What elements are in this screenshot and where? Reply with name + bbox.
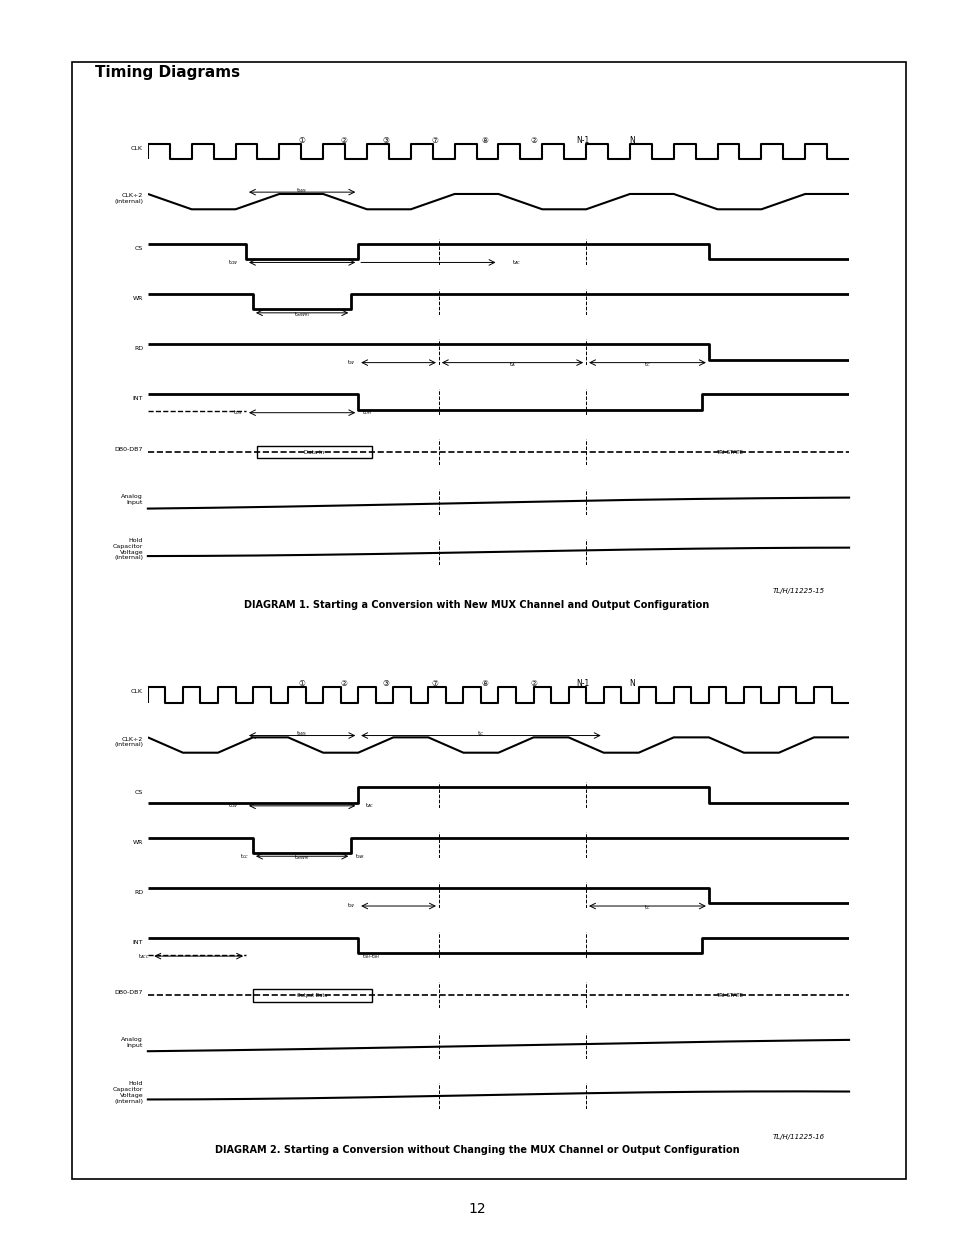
Text: Data In: Data In	[304, 450, 324, 454]
Text: t$_{WS}$: t$_{WS}$	[296, 185, 308, 195]
Text: t$_{AC}$: t$_{AC}$	[512, 258, 521, 267]
Text: CLK÷2
(internal): CLK÷2 (internal)	[114, 193, 143, 204]
Text: N-1: N-1	[576, 136, 589, 144]
Text: Analog
Input: Analog Input	[121, 494, 143, 505]
Text: t$_{SH}$-t$_{SH}$: t$_{SH}$-t$_{SH}$	[361, 952, 379, 961]
Text: DIAGRAM 2. Starting a Conversion without Changing the MUX Channel or Output Conf: DIAGRAM 2. Starting a Conversion without…	[214, 1146, 739, 1156]
Text: ⑧: ⑧	[480, 679, 487, 688]
Text: ⑦: ⑦	[432, 679, 438, 688]
Text: t$_{WS}$: t$_{WS}$	[296, 729, 308, 739]
Text: t$_{CW}$: t$_{CW}$	[228, 802, 239, 810]
Text: t$_W$: t$_W$	[346, 902, 355, 910]
Text: t$_{DS}$: t$_{DS}$	[233, 409, 242, 417]
Text: t$_C$: t$_C$	[476, 729, 484, 739]
Text: WR: WR	[132, 840, 143, 845]
Text: ①: ①	[298, 679, 305, 688]
Text: CLK: CLK	[131, 689, 143, 694]
Text: t$_{ACC}$: t$_{ACC}$	[138, 952, 150, 961]
Text: INT: INT	[132, 396, 143, 401]
Text: ②: ②	[340, 136, 347, 144]
Text: t$_{AC}$: t$_{AC}$	[365, 802, 375, 810]
Text: N: N	[628, 679, 634, 688]
Text: CLK: CLK	[131, 146, 143, 151]
Text: CS: CS	[134, 789, 143, 794]
Text: TL/H/11225-16: TL/H/11225-16	[772, 1134, 824, 1140]
Text: Output Data: Output Data	[297, 993, 328, 998]
Text: ③: ③	[382, 136, 390, 144]
Text: TRI-STATE: TRI-STATE	[716, 993, 742, 998]
Text: ②: ②	[340, 679, 347, 688]
Text: Hold
Capacitor
Voltage
(internal): Hold Capacitor Voltage (internal)	[112, 538, 143, 561]
Text: DIAGRAM 1. Starting a Conversion with New MUX Channel and Output Configuration: DIAGRAM 1. Starting a Conversion with Ne…	[244, 600, 709, 610]
Text: TRI-STATE: TRI-STATE	[716, 450, 742, 454]
Text: t$_C$: t$_C$	[643, 904, 650, 913]
Text: N-1: N-1	[576, 679, 589, 688]
Text: ②: ②	[530, 679, 537, 688]
Text: ⑧: ⑧	[480, 136, 487, 144]
Text: t$_W$: t$_W$	[346, 358, 355, 367]
Text: ③: ③	[382, 679, 390, 688]
Text: 12: 12	[468, 1202, 485, 1215]
Text: Hold
Capacitor
Voltage
(internal): Hold Capacitor Voltage (internal)	[112, 1082, 143, 1104]
Text: CS: CS	[134, 246, 143, 251]
Bar	[256, 446, 372, 458]
Text: INT: INT	[132, 940, 143, 945]
Text: t$_{WR}$: t$_{WR}$	[355, 852, 364, 861]
Text: RD: RD	[133, 889, 143, 895]
Text: DB0-DB7: DB0-DB7	[114, 447, 143, 452]
Text: t$_{CC}$: t$_{CC}$	[240, 852, 250, 861]
Text: t$_{DH}$: t$_{DH}$	[361, 409, 372, 417]
Text: t$_A$: t$_A$	[509, 361, 516, 369]
Text: N: N	[628, 136, 634, 144]
Text: t$_{w(WR)}$: t$_{w(WR)}$	[294, 310, 310, 319]
Text: WR: WR	[132, 296, 143, 301]
Text: TL/H/11225-15: TL/H/11225-15	[772, 588, 824, 594]
Text: ②: ②	[530, 136, 537, 144]
Text: t$_{w(WR)}$: t$_{w(WR)}$	[294, 853, 310, 862]
Text: Analog
Input: Analog Input	[121, 1037, 143, 1049]
Text: t$_{CW}$: t$_{CW}$	[228, 258, 239, 267]
Text: t$_C$: t$_C$	[643, 361, 650, 369]
Bar	[253, 989, 372, 1002]
Text: Timing Diagrams: Timing Diagrams	[95, 64, 240, 79]
Text: DB0-DB7: DB0-DB7	[114, 990, 143, 995]
Text: CLK÷2
(internal): CLK÷2 (internal)	[114, 736, 143, 747]
Text: RD: RD	[133, 346, 143, 352]
Text: ⑦: ⑦	[432, 136, 438, 144]
Text: ①: ①	[298, 136, 305, 144]
